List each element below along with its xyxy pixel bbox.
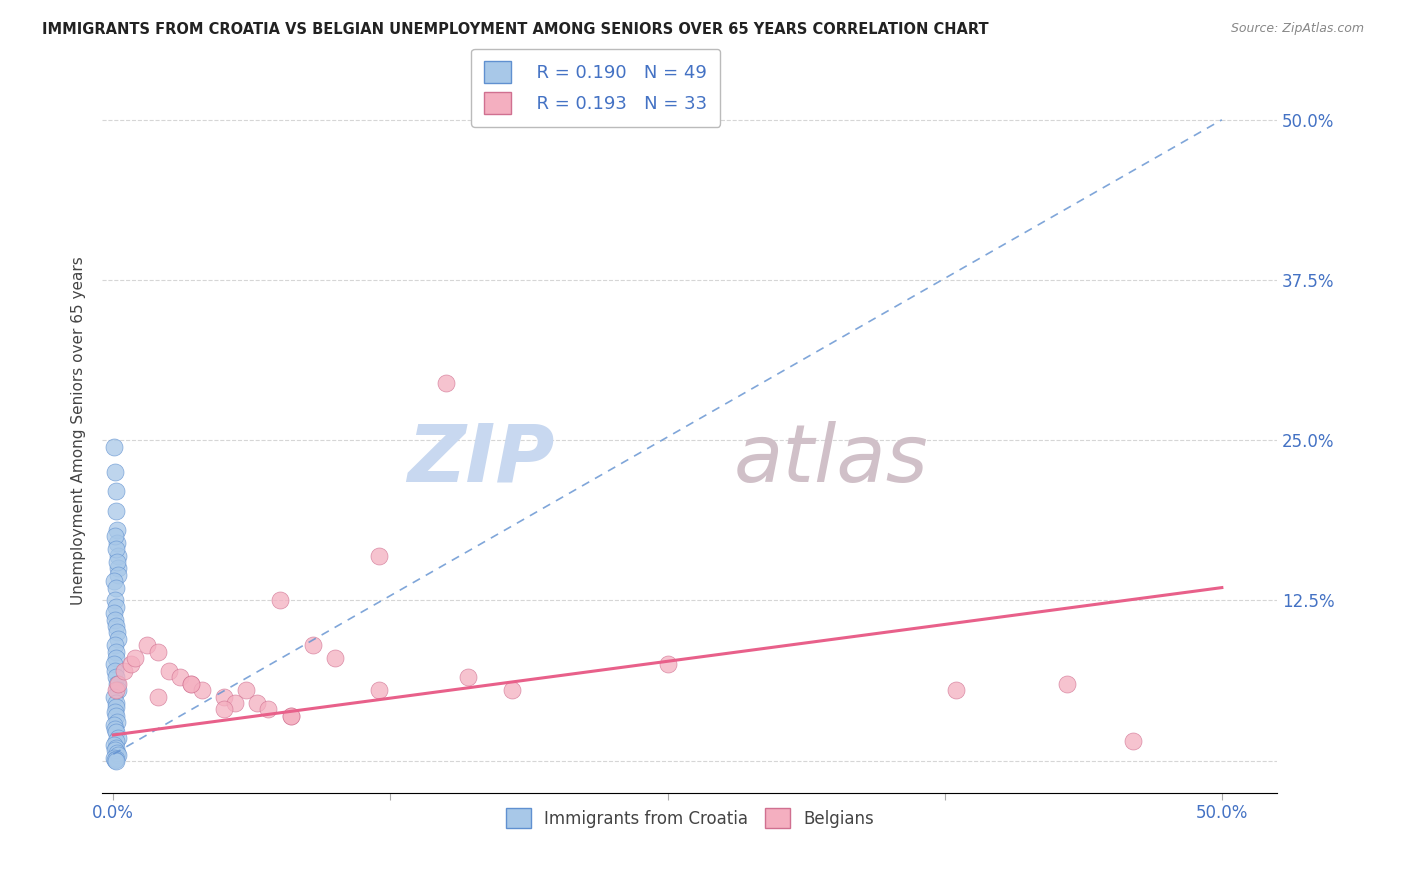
Point [104, 581, 127, 595]
Point [191, 683, 214, 698]
Point [107, 731, 129, 745]
Point [169, 670, 191, 684]
Point [103, 574, 125, 589]
Point [104, 504, 127, 518]
Point [180, 676, 202, 690]
Point [280, 708, 302, 723]
Point [104, 743, 127, 757]
Point [104, 725, 127, 739]
Text: IMMIGRANTS FROM CROATIA VS BELGIAN UNEMPLOYMENT AMONG SENIORS OVER 65 YEARS CORR: IMMIGRANTS FROM CROATIA VS BELGIAN UNEMP… [42, 22, 988, 37]
Point [103, 717, 125, 731]
Point [103, 657, 125, 672]
Point [105, 715, 128, 730]
Legend: Immigrants from Croatia, Belgians: Immigrants from Croatia, Belgians [499, 801, 880, 835]
Point [323, 651, 346, 665]
Point [105, 523, 128, 537]
Point [104, 734, 127, 748]
Text: atlas: atlas [734, 420, 928, 499]
Point [112, 664, 135, 678]
Point [1056, 676, 1078, 690]
Point [104, 542, 127, 557]
Point [434, 376, 457, 390]
Point [103, 751, 125, 765]
Point [180, 676, 202, 690]
Point [104, 752, 127, 766]
Point [107, 549, 129, 563]
Point [105, 625, 128, 640]
Point [146, 645, 169, 659]
Point [235, 683, 257, 698]
Point [104, 670, 127, 684]
Y-axis label: Unemployment Among Seniors over 65 years: Unemployment Among Seniors over 65 years [72, 256, 86, 605]
Point [104, 613, 127, 627]
Point [104, 465, 127, 479]
Point [104, 696, 127, 710]
Point [945, 683, 967, 698]
Point [146, 690, 169, 704]
Point [105, 535, 128, 549]
Text: ZIP: ZIP [408, 420, 554, 499]
Text: Source: ZipAtlas.com: Source: ZipAtlas.com [1230, 22, 1364, 36]
Point [124, 651, 146, 665]
Point [104, 651, 127, 665]
Point [104, 645, 127, 659]
Point [103, 606, 125, 620]
Point [104, 638, 127, 652]
Point [104, 740, 127, 755]
Point [212, 702, 235, 716]
Point [157, 664, 180, 678]
Point [105, 555, 128, 569]
Point [104, 722, 127, 736]
Point [103, 738, 125, 752]
Point [280, 708, 302, 723]
Point [104, 708, 127, 723]
Point [269, 593, 291, 607]
Point [104, 699, 127, 714]
Point [1122, 734, 1144, 748]
Point [105, 676, 128, 690]
Point [120, 657, 142, 672]
Point [107, 748, 129, 763]
Point [501, 683, 523, 698]
Point [135, 638, 157, 652]
Point [257, 702, 280, 716]
Point [212, 690, 235, 704]
Point [104, 529, 127, 543]
Point [107, 632, 129, 646]
Point [104, 599, 127, 614]
Point [105, 746, 128, 760]
Point [104, 593, 127, 607]
Point [107, 561, 129, 575]
Point [368, 549, 391, 563]
Point [457, 670, 479, 684]
Point [657, 657, 679, 672]
Point [368, 683, 391, 698]
Point [104, 619, 127, 633]
Point [104, 754, 127, 768]
Point [104, 753, 127, 767]
Point [107, 676, 129, 690]
Point [224, 696, 246, 710]
Point [302, 638, 325, 652]
Point [107, 683, 129, 698]
Point [104, 683, 127, 698]
Point [104, 484, 127, 499]
Point [104, 664, 127, 678]
Point [107, 567, 129, 582]
Point [103, 440, 125, 454]
Point [104, 705, 127, 719]
Point [246, 696, 269, 710]
Point [103, 690, 125, 704]
